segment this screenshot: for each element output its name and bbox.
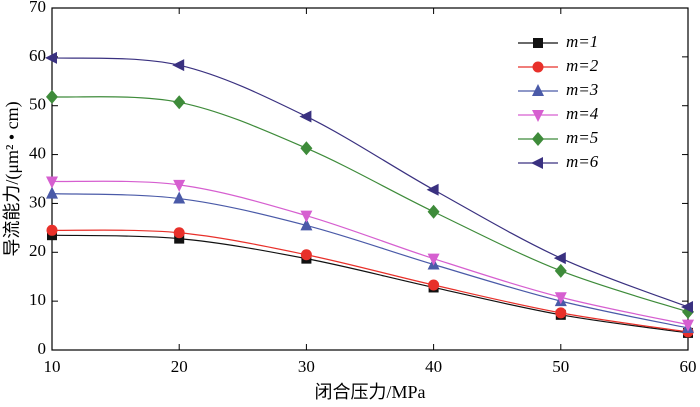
series-line	[51, 96, 689, 313]
legend	[512, 28, 662, 184]
marker	[46, 224, 58, 236]
marker	[426, 183, 439, 196]
legend-label: m=1	[566, 32, 598, 51]
marker	[46, 186, 58, 199]
legend-label: m=4	[566, 104, 599, 123]
x-tick-label: 30	[298, 357, 315, 376]
legend-marker	[531, 157, 543, 169]
marker	[173, 95, 186, 110]
legend-marker	[533, 38, 543, 48]
series-line	[51, 180, 689, 326]
y-tick-label: 20	[29, 241, 46, 260]
marker	[174, 233, 185, 244]
marker	[300, 210, 313, 223]
y-tick-label: 50	[29, 95, 46, 114]
marker	[45, 51, 57, 64]
series-line	[51, 57, 689, 308]
y-axis-title: 导流能力/(μm² • cm)	[2, 101, 23, 256]
y-tick-label: 70	[29, 0, 46, 16]
y-tick-label: 10	[29, 290, 46, 309]
marker	[300, 249, 312, 261]
marker	[554, 263, 567, 278]
series-line	[51, 229, 689, 333]
marker	[172, 59, 185, 72]
marker	[428, 279, 440, 291]
series-line	[51, 193, 689, 329]
y-tick-label: 0	[38, 339, 47, 358]
y-tick-label: 40	[29, 143, 46, 162]
marker	[46, 89, 58, 104]
marker	[427, 253, 440, 266]
x-axis-title: 闭合压力/MPa	[314, 382, 425, 402]
legend-marker	[532, 110, 544, 122]
x-tick-label: 20	[171, 357, 188, 376]
x-tick-label: 40	[425, 357, 442, 376]
marker	[173, 191, 186, 204]
x-tick-label: 50	[552, 357, 569, 376]
marker	[46, 176, 58, 189]
marker	[299, 110, 312, 123]
marker	[554, 292, 567, 305]
marker	[427, 204, 440, 219]
marker	[555, 307, 567, 319]
legend-marker	[532, 61, 544, 73]
marker	[681, 301, 693, 314]
marker	[173, 227, 185, 239]
series-line	[51, 234, 689, 334]
marker	[300, 218, 313, 231]
marker	[173, 179, 186, 192]
x-tick-label: 10	[44, 357, 61, 376]
legend-label: m=3	[566, 80, 598, 99]
marker	[553, 252, 566, 265]
legend-marker	[532, 132, 544, 146]
y-tick-label: 60	[29, 46, 46, 65]
y-tick-label: 30	[29, 192, 46, 211]
legend-label: m=5	[566, 128, 598, 147]
x-tick-label: 60	[680, 357, 697, 376]
legend-marker	[532, 84, 544, 96]
marker	[682, 319, 694, 332]
legend-label: m=2	[566, 56, 599, 75]
marker	[300, 141, 313, 156]
legend-label: m=6	[566, 152, 599, 171]
